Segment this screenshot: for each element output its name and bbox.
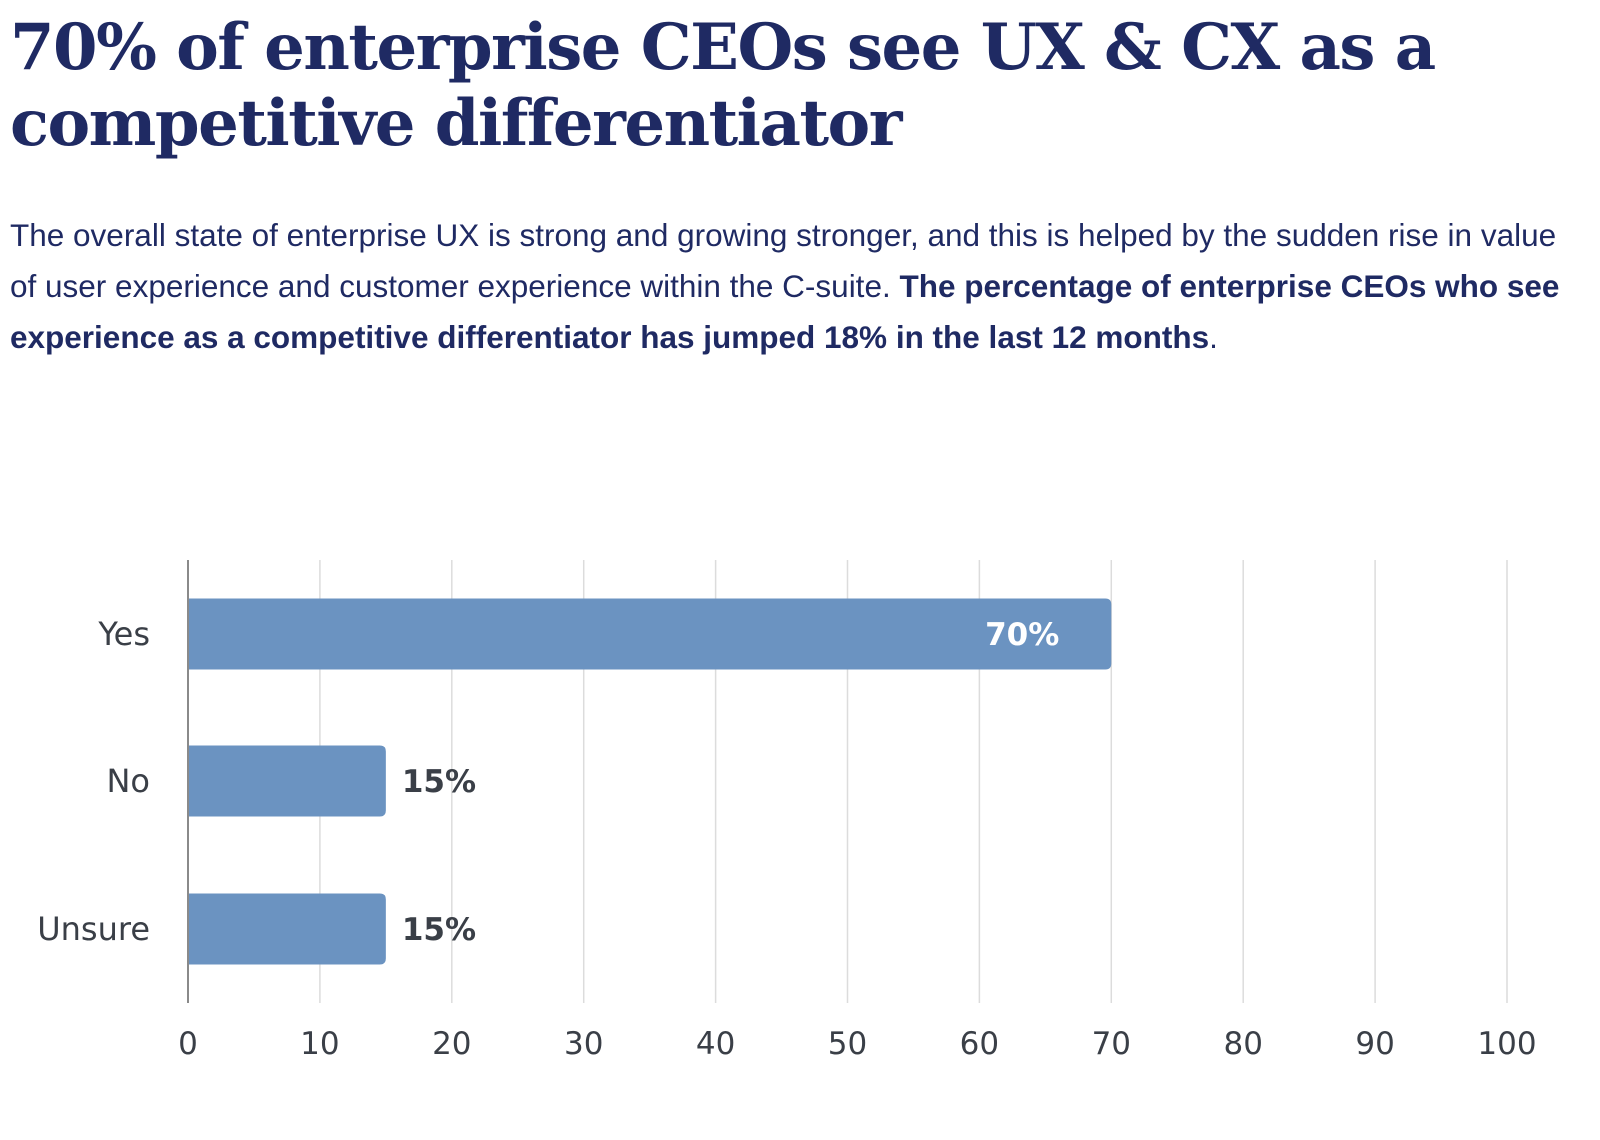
value-label-yes: 70% <box>985 617 1059 653</box>
bar-no <box>188 745 386 817</box>
article-paragraph: The overall state of enterprise UX is st… <box>10 210 1575 363</box>
x-tick-label-50: 50 <box>828 1026 867 1062</box>
paragraph-highlight: The percentage of enterprise CEOs who se… <box>10 268 1560 355</box>
bar-unsure <box>188 893 386 965</box>
category-label-no: No <box>106 762 150 800</box>
x-tick-label-20: 20 <box>432 1026 471 1062</box>
category-label-unsure: Unsure <box>37 910 150 948</box>
x-tick-label-0: 0 <box>178 1026 198 1062</box>
x-tick-label-30: 30 <box>564 1026 603 1062</box>
x-tick-label-10: 10 <box>300 1026 339 1062</box>
bars <box>188 598 1112 965</box>
category-label-yes: Yes <box>97 615 150 653</box>
paragraph-text: The overall state of enterprise UX is st… <box>10 217 1557 304</box>
value-label-no: 15% <box>402 764 476 800</box>
x-tick-label-40: 40 <box>696 1026 735 1062</box>
value-label-unsure: 15% <box>402 912 476 948</box>
article-headline: 70% of enterprise CEOs see UX & CX as a … <box>10 10 1436 161</box>
paragraph-end: . <box>1209 319 1218 355</box>
labels: 0 10 20 30 40 50 60 70 80 90 100 Yes 70% No 15% Unsure 1… <box>37 615 1536 1062</box>
x-tick-label-60: 60 <box>960 1026 999 1062</box>
bar-yes <box>188 598 1112 670</box>
bar-chart: 0 10 20 30 40 50 60 70 80 90 100 Yes 70% No 15% Unsure 1… <box>37 560 1537 1062</box>
x-tick-label-70: 70 <box>1092 1026 1131 1062</box>
x-tick-label-80: 80 <box>1223 1026 1262 1062</box>
x-tick-label-100: 100 <box>1477 1026 1536 1062</box>
x-tick-label-90: 90 <box>1355 1026 1394 1062</box>
